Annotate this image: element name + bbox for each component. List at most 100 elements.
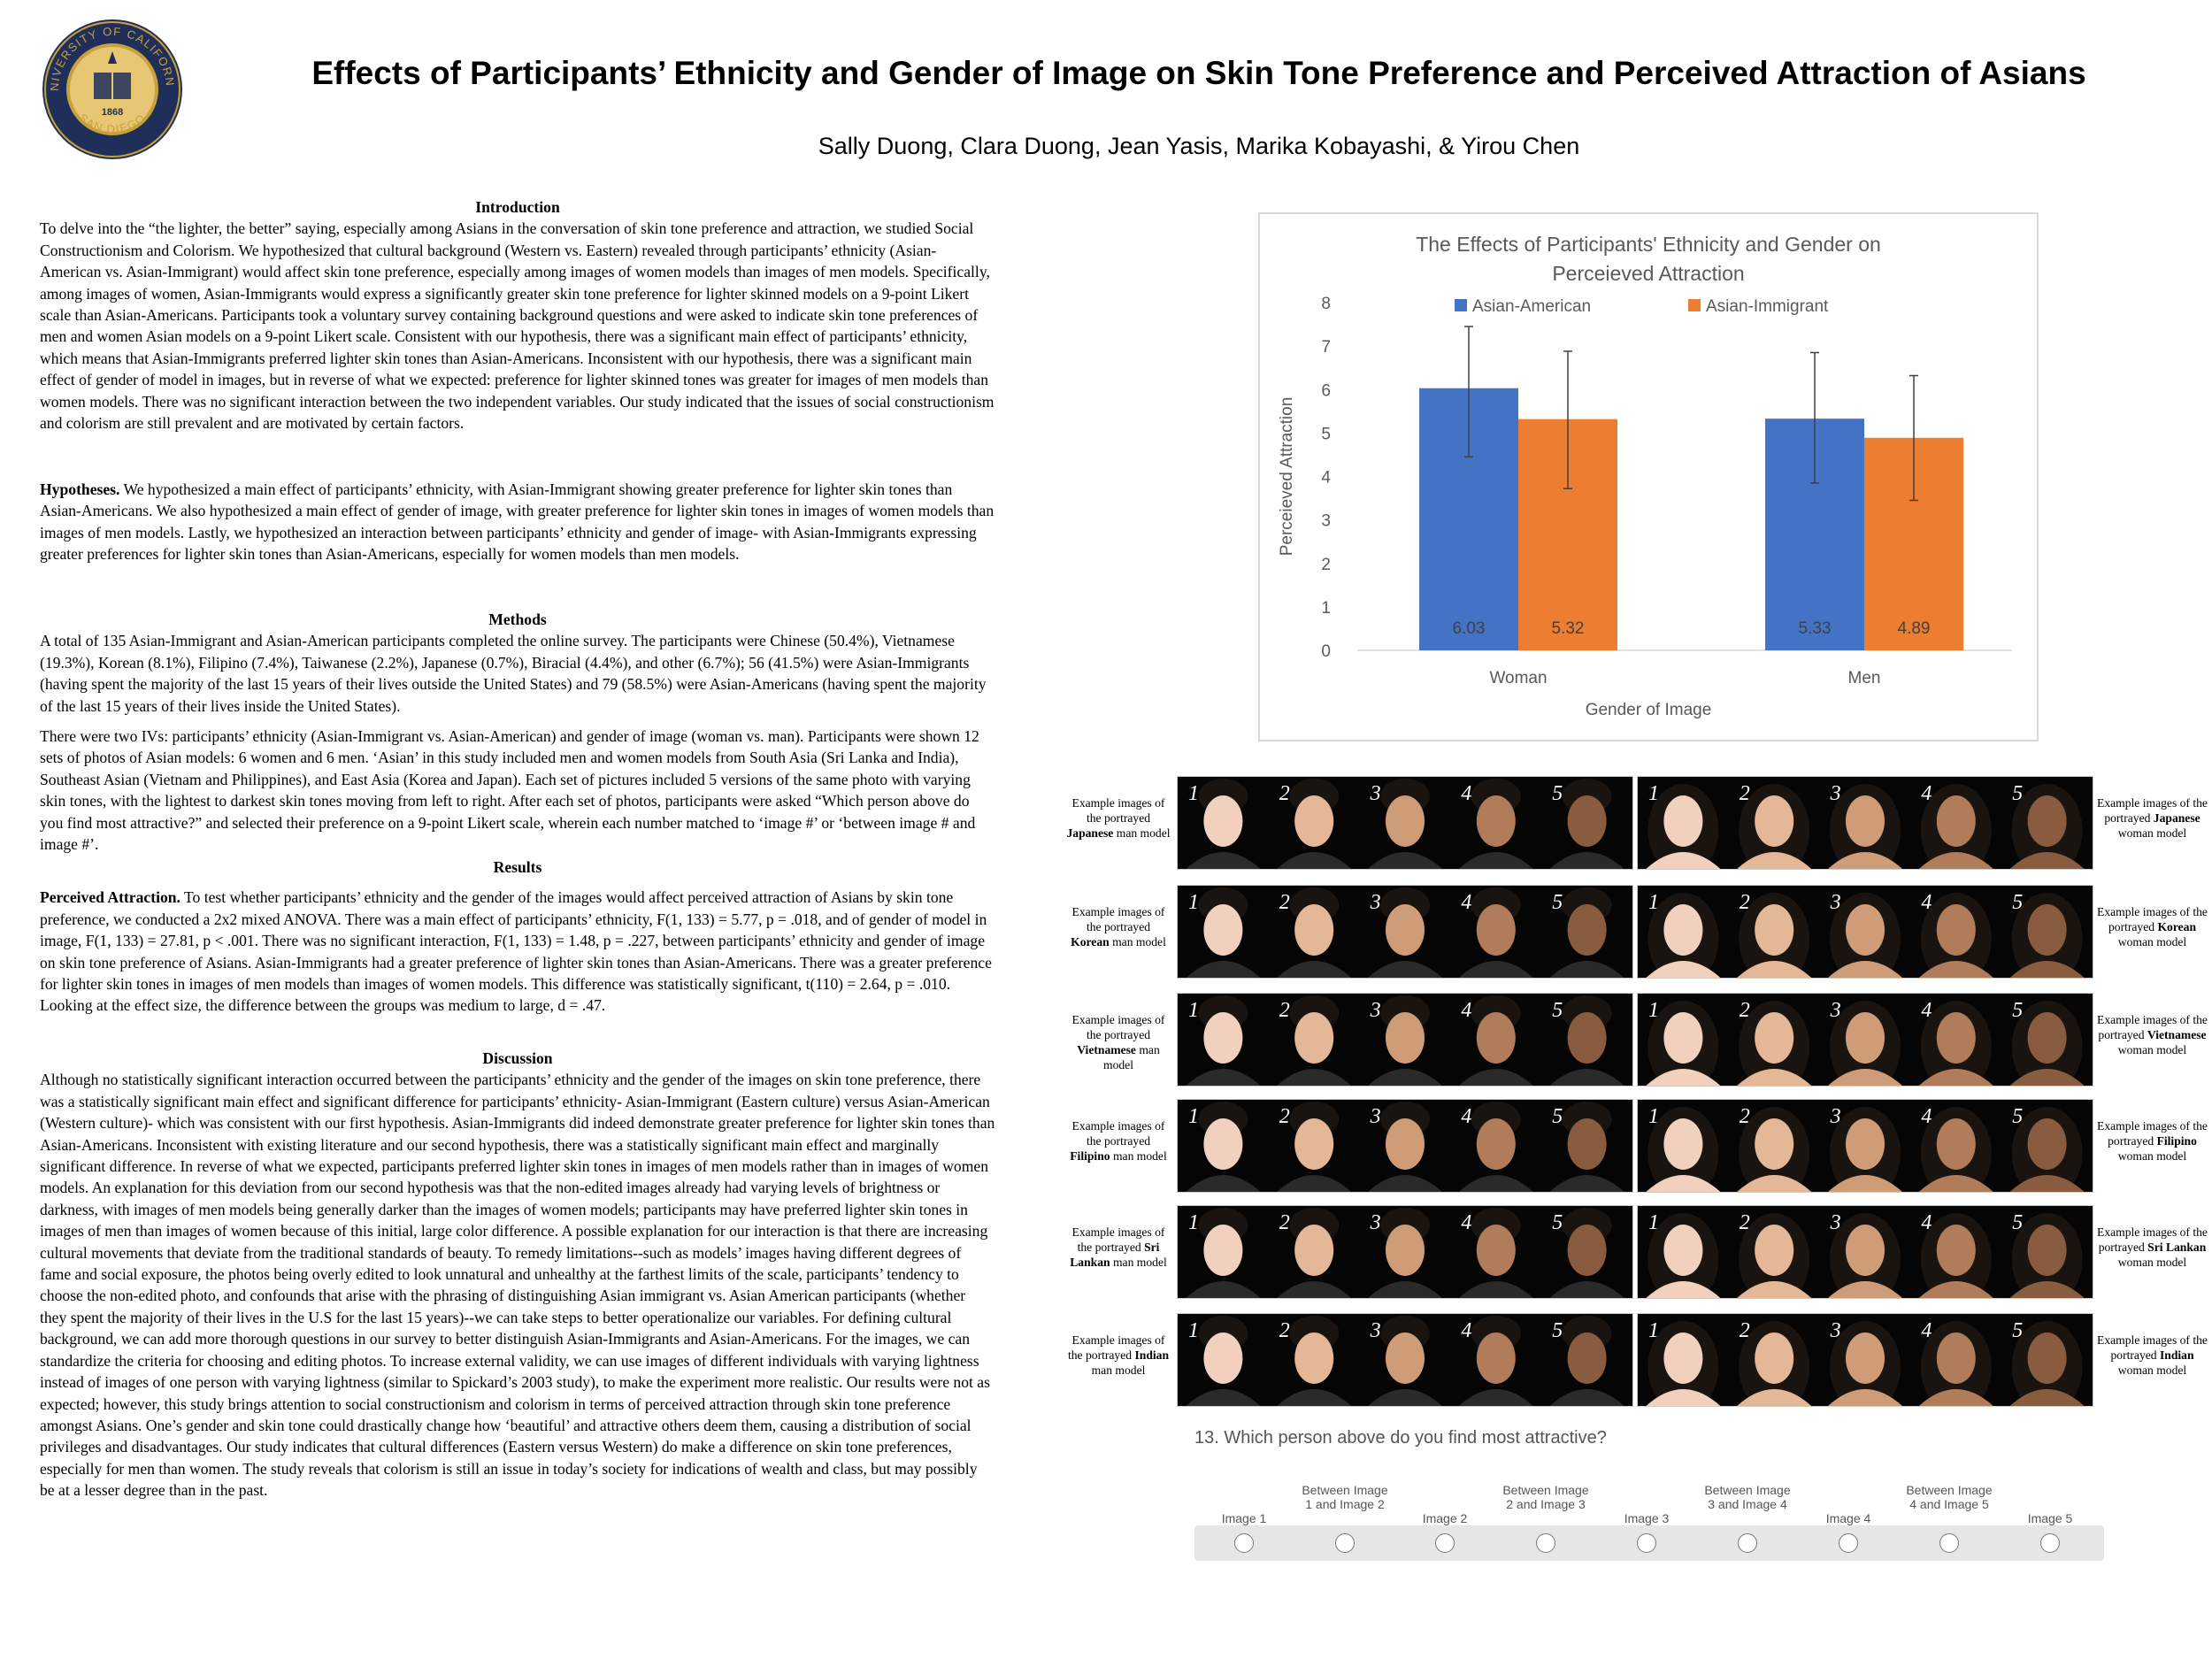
photo-number-label: 1	[1648, 1105, 1659, 1128]
shoulders-shape	[1828, 1389, 1902, 1406]
shoulders-shape	[1277, 961, 1352, 978]
woman-model-photo-strip: 1 2 3 4 5	[1637, 885, 2093, 979]
y-tick-label: 8	[1321, 295, 1331, 313]
photo-number-label: 2	[1740, 1105, 1750, 1128]
shoulders-shape	[2009, 1175, 2085, 1192]
shoulders-shape	[1368, 961, 1442, 978]
results-section: Results Perceived Attraction. To test wh…	[40, 856, 995, 1017]
photo-number-label: 4	[1921, 1211, 1932, 1234]
woman-model-photo-strip: 1 2 3 4 5	[1637, 1313, 2093, 1407]
photo-number-label: 2	[1279, 999, 1290, 1022]
survey-radio-button[interactable]	[1234, 1533, 1254, 1553]
shoulders-shape	[1277, 1389, 1352, 1406]
face-shape	[1386, 1012, 1425, 1064]
face-shape	[1203, 1333, 1243, 1384]
poster-authors: Sally Duong, Clara Duong, Jean Yasis, Ma…	[818, 133, 1580, 159]
shoulders-shape	[1646, 1281, 1721, 1298]
shoulders-shape	[1549, 961, 1624, 978]
survey-radio-button[interactable]	[1335, 1533, 1355, 1553]
photo-number-label: 3	[1830, 1211, 1841, 1234]
photo-number-label: 2	[1740, 999, 1750, 1022]
legend-swatch	[1688, 299, 1701, 311]
face-shape	[1755, 795, 1794, 847]
photo-number-label: 5	[2012, 1211, 2023, 1234]
survey-radio-button[interactable]	[1637, 1533, 1656, 1553]
face-shape	[2027, 904, 2067, 956]
face-shape	[1203, 904, 1243, 956]
shoulders-shape	[1458, 1281, 1533, 1298]
shoulders-shape	[1458, 1389, 1533, 1406]
photo-number-label: 3	[1830, 782, 1841, 805]
photo-number-label: 4	[1461, 782, 1471, 805]
face-shape	[1846, 1225, 1885, 1276]
survey-radio-button[interactable]	[1536, 1533, 1555, 1553]
y-tick-label: 4	[1321, 469, 1331, 488]
photo-number-label: 2	[1279, 1105, 1290, 1128]
photo-number-label: 5	[1552, 1211, 1563, 1234]
data-label: 6.03	[1453, 619, 1486, 638]
shoulders-shape	[1918, 961, 1993, 978]
shoulders-shape	[1737, 1389, 1812, 1406]
man-model-photo-strip: 1 2 3 4 5	[1177, 1313, 1633, 1407]
svg-text:1868: 1868	[102, 107, 123, 118]
survey-option-label: Image 1	[1221, 1511, 1267, 1525]
face-shape	[1663, 1118, 1703, 1170]
face-shape	[1203, 1118, 1243, 1170]
results-body: To test whether participants’ ethnicity …	[40, 888, 992, 1015]
shoulders-shape	[1277, 1069, 1352, 1086]
shoulders-shape	[1186, 1389, 1261, 1406]
shoulders-shape	[1918, 852, 1993, 869]
photo-number-label: 5	[2012, 1105, 2023, 1128]
face-shape	[1294, 1333, 1334, 1384]
survey-radio-button[interactable]	[1738, 1533, 1757, 1553]
poster-title: Effects of Participants’ Ethnicity and G…	[311, 55, 2086, 91]
photo-number-label: 3	[1830, 891, 1841, 914]
methods-paragraph-1: A total of 135 Asian-Immigrant and Asian…	[40, 632, 987, 715]
discussion-section: Discussion Although no statistically sig…	[40, 1048, 995, 1502]
woman-model-caption: Example images of the portrayed Japanese…	[2097, 796, 2208, 840]
shoulders-shape	[1737, 961, 1812, 978]
shoulders-shape	[1368, 1389, 1442, 1406]
methods-section: Methods A total of 135 Asian-Immigrant a…	[40, 609, 995, 855]
face-shape	[1386, 1225, 1425, 1276]
face-shape	[1203, 795, 1243, 847]
photo-number-label: 4	[1461, 1319, 1471, 1342]
woman-model-caption: Example images of the portrayed Sri Lank…	[2097, 1225, 2208, 1269]
methods-heading: Methods	[488, 611, 547, 628]
face-shape	[1567, 1225, 1607, 1276]
survey-radio-button[interactable]	[2040, 1533, 2060, 1553]
face-shape	[2027, 795, 2067, 847]
photo-number-label: 4	[1461, 999, 1471, 1022]
face-shape	[1936, 1118, 1976, 1170]
face-shape	[1755, 1012, 1794, 1064]
survey-radio-button[interactable]	[1839, 1533, 1858, 1553]
man-model-caption: Example images of the portrayed Korean m…	[1071, 905, 1166, 949]
face-shape	[1846, 795, 1885, 847]
survey-radio-button[interactable]	[1435, 1533, 1455, 1553]
man-model-photo-strip: 1 2 3 4 5	[1177, 776, 1633, 870]
face-shape	[2027, 1333, 2067, 1384]
survey-radio-button[interactable]	[1939, 1533, 1959, 1553]
shoulders-shape	[1186, 1281, 1261, 1298]
shoulders-shape	[1737, 1069, 1812, 1086]
discussion-heading: Discussion	[482, 1049, 553, 1067]
photo-number-label: 3	[1830, 1105, 1841, 1128]
photo-number-label: 4	[1461, 1211, 1471, 1234]
face-shape	[1476, 1012, 1516, 1064]
photo-number-label: 3	[1370, 999, 1381, 1022]
face-shape	[1936, 1012, 1976, 1064]
shoulders-shape	[1737, 1175, 1812, 1192]
legend-label: Asian-American	[1472, 297, 1591, 316]
survey-option-label: Image 3	[1624, 1511, 1670, 1525]
shoulders-shape	[1368, 1175, 1442, 1192]
photo-number-label: 3	[1370, 1319, 1381, 1342]
photo-number-label: 2	[1740, 782, 1750, 805]
photo-number-label: 3	[1830, 1319, 1841, 1342]
face-shape	[1663, 1333, 1703, 1384]
legend-label: Asian-Immigrant	[1706, 297, 1829, 316]
ucsd-seal-logo: UNIVERSITY OF CALIFORNIA SAN DIEGO 1868	[41, 18, 182, 159]
face-shape	[2027, 1012, 2067, 1064]
face-shape	[1476, 1333, 1516, 1384]
shoulders-shape	[1549, 1281, 1624, 1298]
photo-number-label: 1	[1648, 999, 1659, 1022]
